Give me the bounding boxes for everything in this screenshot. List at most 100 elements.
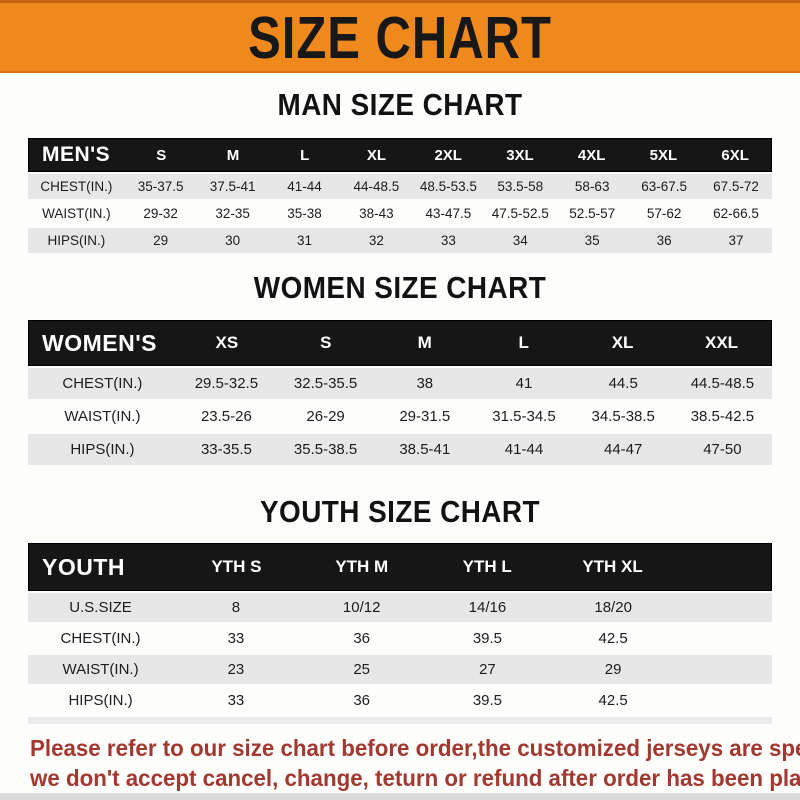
- size-column-header: YTH M: [335, 557, 389, 576]
- table-header-row: MEN'S S M L XL 2XL 3XL 4XL 5XL 6XL: [28, 138, 772, 172]
- size-value: 34.5-38.5: [591, 408, 655, 425]
- youth-table-divider: [28, 717, 772, 724]
- youth-section-title: YOUTH SIZE CHART: [259, 494, 541, 529]
- size-value: 33: [227, 692, 245, 709]
- size-column-header: 2XL: [434, 146, 462, 164]
- size-value: 36: [656, 233, 672, 248]
- size-value: 37: [728, 233, 744, 248]
- size-column-header: S: [320, 333, 332, 352]
- size-value: 25: [353, 661, 371, 678]
- size-value: 31: [296, 233, 313, 248]
- table-row: CHEST(IN.) 35-37.5 37.5-41 41-44 44-48.5 48.5…: [28, 174, 772, 199]
- size-value: 38.5-41: [399, 441, 451, 458]
- table-row: HIPS(IN.) 29 30 31 32 33 34 35 36 37: [28, 228, 772, 253]
- size-value: 23.5-26: [200, 408, 252, 425]
- size-value: 53.5-58: [497, 179, 544, 194]
- bottom-strip: [0, 793, 800, 800]
- size-value: 34: [512, 233, 528, 248]
- size-column-header: XL: [366, 146, 387, 164]
- size-value: 18/20: [594, 599, 632, 616]
- row-label: HIPS(IN.): [70, 441, 135, 458]
- men-section-title: MAN SIZE CHART: [277, 87, 523, 122]
- size-value: 42.5: [598, 692, 628, 709]
- size-value: 43-47.5: [425, 206, 472, 221]
- size-column-header: 4XL: [577, 146, 606, 164]
- size-value: 63-67.5: [641, 179, 688, 194]
- row-label: WAIST(IN.): [42, 206, 111, 221]
- banner: SIZE CHART: [0, 0, 800, 73]
- size-column-header: 5XL: [649, 146, 678, 164]
- size-column-header: XS: [215, 333, 239, 352]
- women-section-title: WOMEN SIZE CHART: [253, 270, 547, 305]
- size-value: 30: [225, 233, 241, 248]
- size-value: 41-44: [504, 441, 544, 458]
- women-size-table: WOMEN'S XS S M L XL XXL CHEST(IN.) 29.5-32.5 32.5…: [28, 320, 772, 465]
- size-value: 48.5-53.5: [419, 179, 477, 194]
- size-value: 44.5-48.5: [690, 375, 755, 392]
- size-value: 27: [479, 661, 496, 678]
- table-title-cell: YOUTH: [42, 553, 125, 580]
- table-row: WAIST(IN.) 23 25 27 29: [28, 655, 772, 684]
- size-value: 29.5-32.5: [194, 375, 259, 392]
- size-value: 35.5-38.5: [293, 441, 358, 458]
- size-value: 29-31.5: [399, 408, 451, 425]
- size-column-header: 6XL: [721, 146, 749, 164]
- size-value: 44-48.5: [353, 179, 400, 194]
- row-label: CHEST(IN.): [62, 375, 143, 392]
- size-column-header: 3XL: [506, 146, 534, 164]
- size-value: 42.5: [598, 630, 628, 647]
- size-value: 36: [353, 692, 371, 709]
- size-value: 10/12: [342, 599, 381, 616]
- size-value: 23: [227, 661, 245, 678]
- row-label: WAIST(IN.): [64, 408, 141, 425]
- men-size-table: MEN'S S M L XL 2XL 3XL 4XL 5XL 6XL CHEST(IN.) 35-37…: [28, 138, 772, 253]
- size-column-header: S: [156, 146, 167, 164]
- size-value: 31.5-34.5: [492, 408, 556, 425]
- row-label: WAIST(IN.): [62, 661, 139, 678]
- size-column-header: M: [226, 146, 240, 164]
- size-value: 39.5: [472, 692, 503, 709]
- row-label: CHEST(IN.): [40, 179, 113, 194]
- table-row: CHEST(IN.) 29.5-32.5 32.5-35.5 38 41 44.5 44.5…: [28, 368, 772, 399]
- size-value: 41-44: [287, 179, 322, 194]
- size-value: 26-29: [306, 408, 345, 425]
- size-column-header: L: [518, 333, 529, 352]
- size-value: 47.5-52.5: [491, 206, 549, 221]
- size-value: 33: [227, 630, 245, 647]
- page-title: SIZE CHART: [248, 4, 552, 72]
- size-column-header: YTH L: [462, 557, 512, 576]
- youth-size-table: YOUTH YTH S YTH M YTH L YTH XL U.S.SIZE 8 10/12…: [28, 543, 772, 715]
- table-title-cell: MEN'S: [42, 143, 111, 166]
- men-section: MAN SIZE CHART MEN'S S M L XL 2XL 3XL 4XL 5XL 6XL…: [0, 87, 800, 253]
- size-value: 33: [440, 233, 456, 248]
- size-value: 32.5-35.5: [293, 375, 358, 392]
- row-label: HIPS(IN.): [68, 692, 133, 709]
- table-title-cell: WOMEN'S: [42, 329, 158, 356]
- size-value: 29: [153, 233, 169, 248]
- size-value: 38: [416, 375, 434, 392]
- size-value: 38-43: [359, 206, 394, 221]
- table-header-row: YOUTH YTH S YTH M YTH L YTH XL: [28, 543, 772, 591]
- table-row: WAIST(IN.) 29-32 32-35 35-38 38-43 43-47.5 47.…: [28, 201, 772, 226]
- size-column-header: YTH S: [211, 557, 262, 576]
- table-row: HIPS(IN.) 33 36 39.5 42.5: [28, 686, 772, 715]
- size-value: 36: [353, 630, 371, 647]
- size-value: 67.5-72: [713, 179, 759, 194]
- size-column-header: YTH XL: [582, 557, 643, 576]
- order-note: Please refer to our size chart before or…: [0, 733, 800, 793]
- size-value: 62-66.5: [713, 206, 759, 221]
- size-column-header: M: [417, 333, 432, 352]
- size-value: 33-35.5: [200, 441, 252, 458]
- women-section: WOMEN SIZE CHART WOMEN'S XS S M L XL XXL CHEST(…: [0, 270, 800, 465]
- table-header-row: WOMEN'S XS S M L XL XXL: [28, 320, 772, 366]
- table-row: WAIST(IN.) 23.5-26 26-29 29-31.5 31.5-34.5 34…: [28, 401, 772, 432]
- table-row: U.S.SIZE 8 10/12 14/16 18/20: [28, 593, 772, 622]
- size-value: 37.5-41: [209, 179, 256, 194]
- size-value: 8: [231, 599, 241, 616]
- size-value: 41: [515, 375, 533, 392]
- size-value: 57-62: [646, 206, 682, 221]
- size-value: 58-63: [574, 179, 610, 194]
- table-row: HIPS(IN.) 33-35.5 35.5-38.5 38.5-41 41-44 44-…: [28, 434, 772, 465]
- size-column-header: L: [300, 146, 310, 164]
